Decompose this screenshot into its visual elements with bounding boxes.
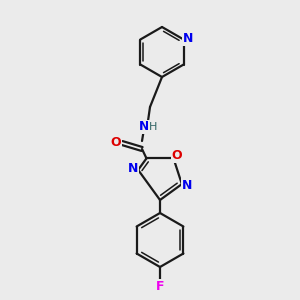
Text: O: O [111, 136, 121, 149]
Text: F: F [156, 280, 164, 292]
Text: H: H [149, 122, 157, 132]
Text: N: N [183, 32, 193, 45]
Text: N: N [139, 121, 149, 134]
Text: N: N [128, 163, 139, 176]
Text: N: N [182, 178, 192, 191]
Text: O: O [171, 149, 182, 163]
